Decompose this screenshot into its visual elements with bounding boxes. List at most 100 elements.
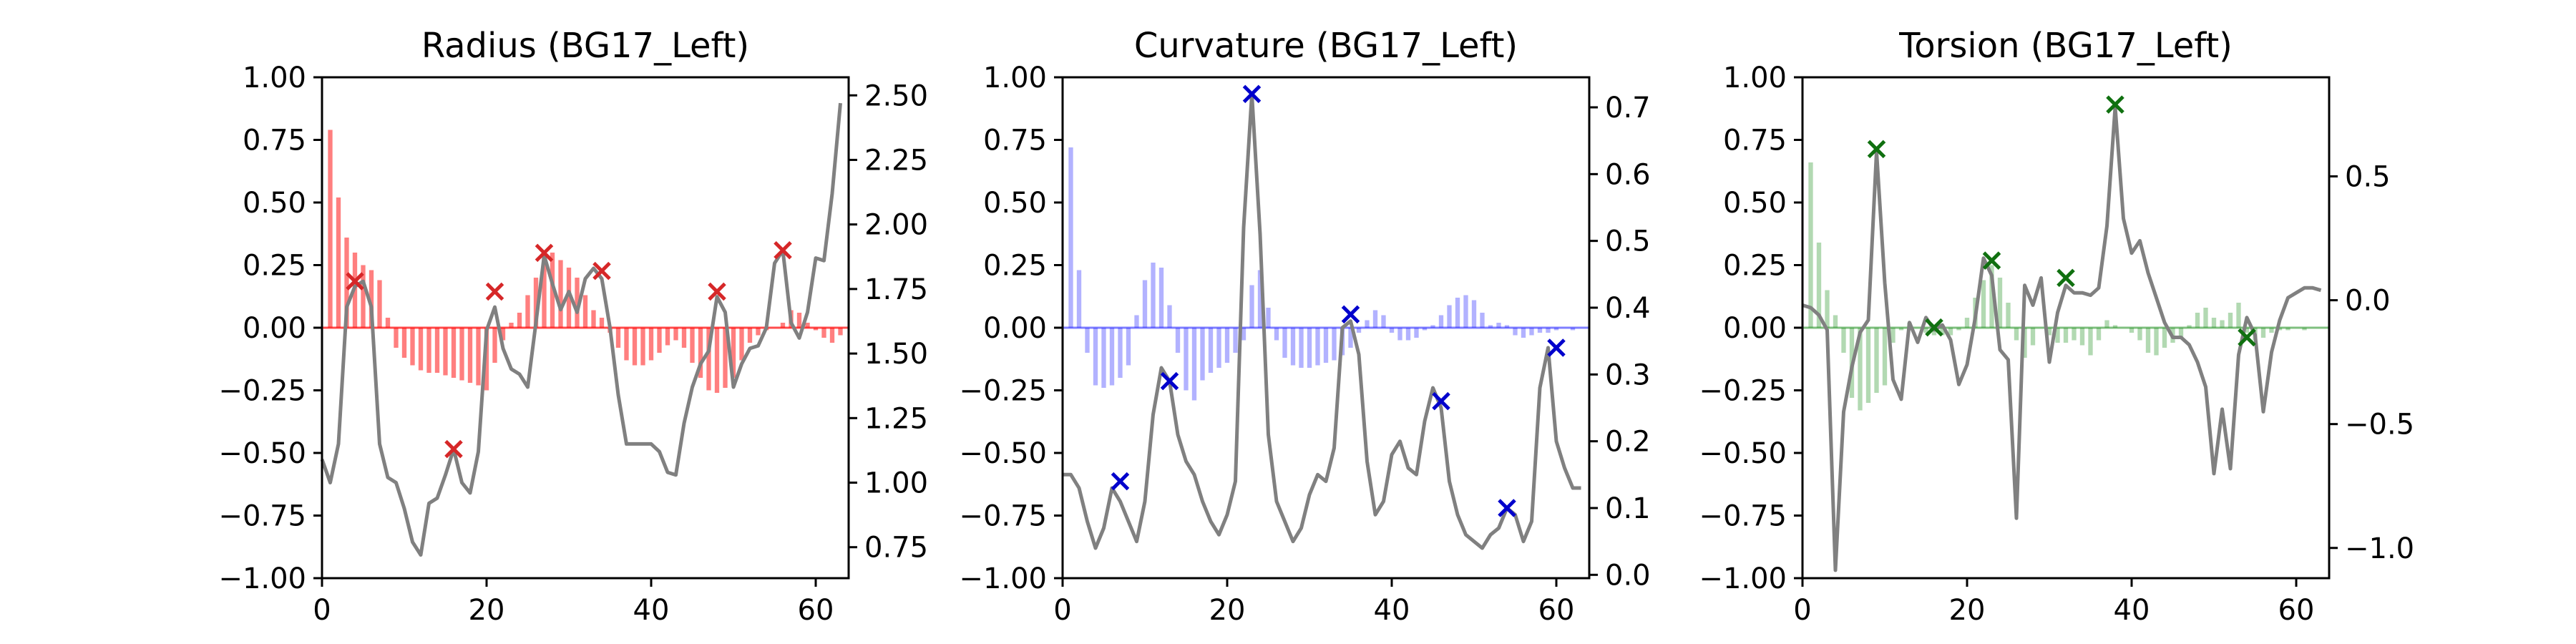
x-tick-label: 40 xyxy=(2114,594,2150,627)
bar xyxy=(1282,328,1287,358)
bar xyxy=(1142,280,1148,328)
y-tick-label: −1.00 xyxy=(218,562,306,595)
bar xyxy=(1290,328,1296,366)
bar xyxy=(681,328,687,348)
bar xyxy=(1348,328,1353,348)
x-tick-label: 20 xyxy=(1949,594,1986,627)
y-tick-label: 0.25 xyxy=(983,250,1047,283)
bar xyxy=(2236,303,2241,328)
bar xyxy=(1208,328,1214,373)
marker-stroke xyxy=(2057,268,2075,288)
bar xyxy=(434,328,440,373)
y2-tick-label: 0.0 xyxy=(2345,285,2391,318)
marker-stroke xyxy=(2106,95,2124,114)
bar xyxy=(714,328,720,393)
bar xyxy=(566,268,572,328)
bar xyxy=(394,328,399,348)
bar xyxy=(1447,305,1452,328)
bar xyxy=(2269,328,2274,333)
x-tick-label: 20 xyxy=(1209,594,1246,627)
bar xyxy=(1266,308,1271,328)
bar xyxy=(648,328,654,361)
peak-marker xyxy=(2057,268,2075,288)
bar xyxy=(426,328,431,373)
radius-panel: Radius (BG17_Left) −1.00 −0.75 −0.50 −0.25 0… xyxy=(218,26,928,627)
marker-stroke xyxy=(592,261,611,280)
bar xyxy=(829,328,835,343)
bar xyxy=(2006,303,2011,328)
marker-stroke xyxy=(1547,338,1566,357)
bar xyxy=(731,328,736,378)
bar xyxy=(1997,278,2003,328)
bar xyxy=(1521,328,1526,338)
y2-tick-label: 2.25 xyxy=(864,144,928,177)
bar xyxy=(2145,328,2151,353)
bar xyxy=(813,328,819,331)
y2-tick-label: 0.6 xyxy=(1605,158,1651,191)
y-tick-label: 0.00 xyxy=(983,312,1047,345)
bar xyxy=(2220,320,2225,328)
peak-marker xyxy=(774,240,792,260)
bar xyxy=(690,328,695,363)
bar xyxy=(1299,328,1304,368)
series-line xyxy=(320,102,842,557)
peak-marker xyxy=(1242,84,1262,104)
bar xyxy=(2162,328,2167,348)
bar xyxy=(747,328,753,343)
bar xyxy=(780,323,786,328)
bar xyxy=(369,270,374,328)
bar xyxy=(1167,305,1172,328)
marker-stroke xyxy=(346,272,364,291)
bar xyxy=(1455,298,1460,328)
y2-tick-label: 1.25 xyxy=(864,402,928,435)
bar xyxy=(1381,315,1386,328)
y-tick-label: −0.75 xyxy=(218,500,306,533)
y-tick-label: 0.75 xyxy=(243,125,306,157)
bar xyxy=(500,328,506,341)
bar xyxy=(1940,328,1945,336)
bar xyxy=(1546,328,1551,333)
y-tick-label: −0.25 xyxy=(959,375,1047,408)
marker-stroke xyxy=(1341,305,1360,324)
peak-marker xyxy=(2238,328,2256,347)
y2-tick-label: 2.00 xyxy=(864,209,928,242)
y2-tick-label: −0.5 xyxy=(2345,409,2414,441)
marker-stroke xyxy=(1160,371,1179,391)
y-tick-label: −1.00 xyxy=(1699,562,1787,595)
bar xyxy=(1833,315,1838,328)
y2-tick-label: 0.0 xyxy=(1605,559,1651,592)
marker-stroke xyxy=(774,240,792,260)
bar xyxy=(632,328,638,366)
y2-tick-label: 0.1 xyxy=(1605,492,1651,525)
bar xyxy=(821,328,826,338)
bar xyxy=(451,328,457,378)
bar xyxy=(558,260,563,328)
bar xyxy=(2063,328,2069,343)
bar xyxy=(1118,328,1123,378)
bar xyxy=(2137,328,2142,341)
bar xyxy=(1315,328,1320,366)
bar xyxy=(1216,328,1221,368)
bar xyxy=(2079,328,2085,346)
bar xyxy=(1397,328,1402,341)
bar xyxy=(1076,270,1082,328)
y2-tick-label: 0.2 xyxy=(1605,426,1651,459)
y-tick-label: −0.25 xyxy=(1699,375,1787,408)
x-tick-label: 60 xyxy=(2278,594,2315,627)
bar xyxy=(1471,300,1477,328)
bar xyxy=(2211,318,2217,328)
bar xyxy=(467,328,473,383)
bar xyxy=(838,328,843,336)
bar xyxy=(1200,328,1205,381)
bar xyxy=(1093,328,1098,386)
bar xyxy=(2030,328,2036,346)
bar xyxy=(550,253,555,328)
marker-stroke xyxy=(1242,84,1262,104)
bar xyxy=(2072,328,2077,341)
bar xyxy=(1964,318,1970,328)
bar xyxy=(517,313,522,328)
bar xyxy=(1249,285,1254,328)
bar xyxy=(2302,328,2307,331)
bar xyxy=(1184,328,1189,391)
